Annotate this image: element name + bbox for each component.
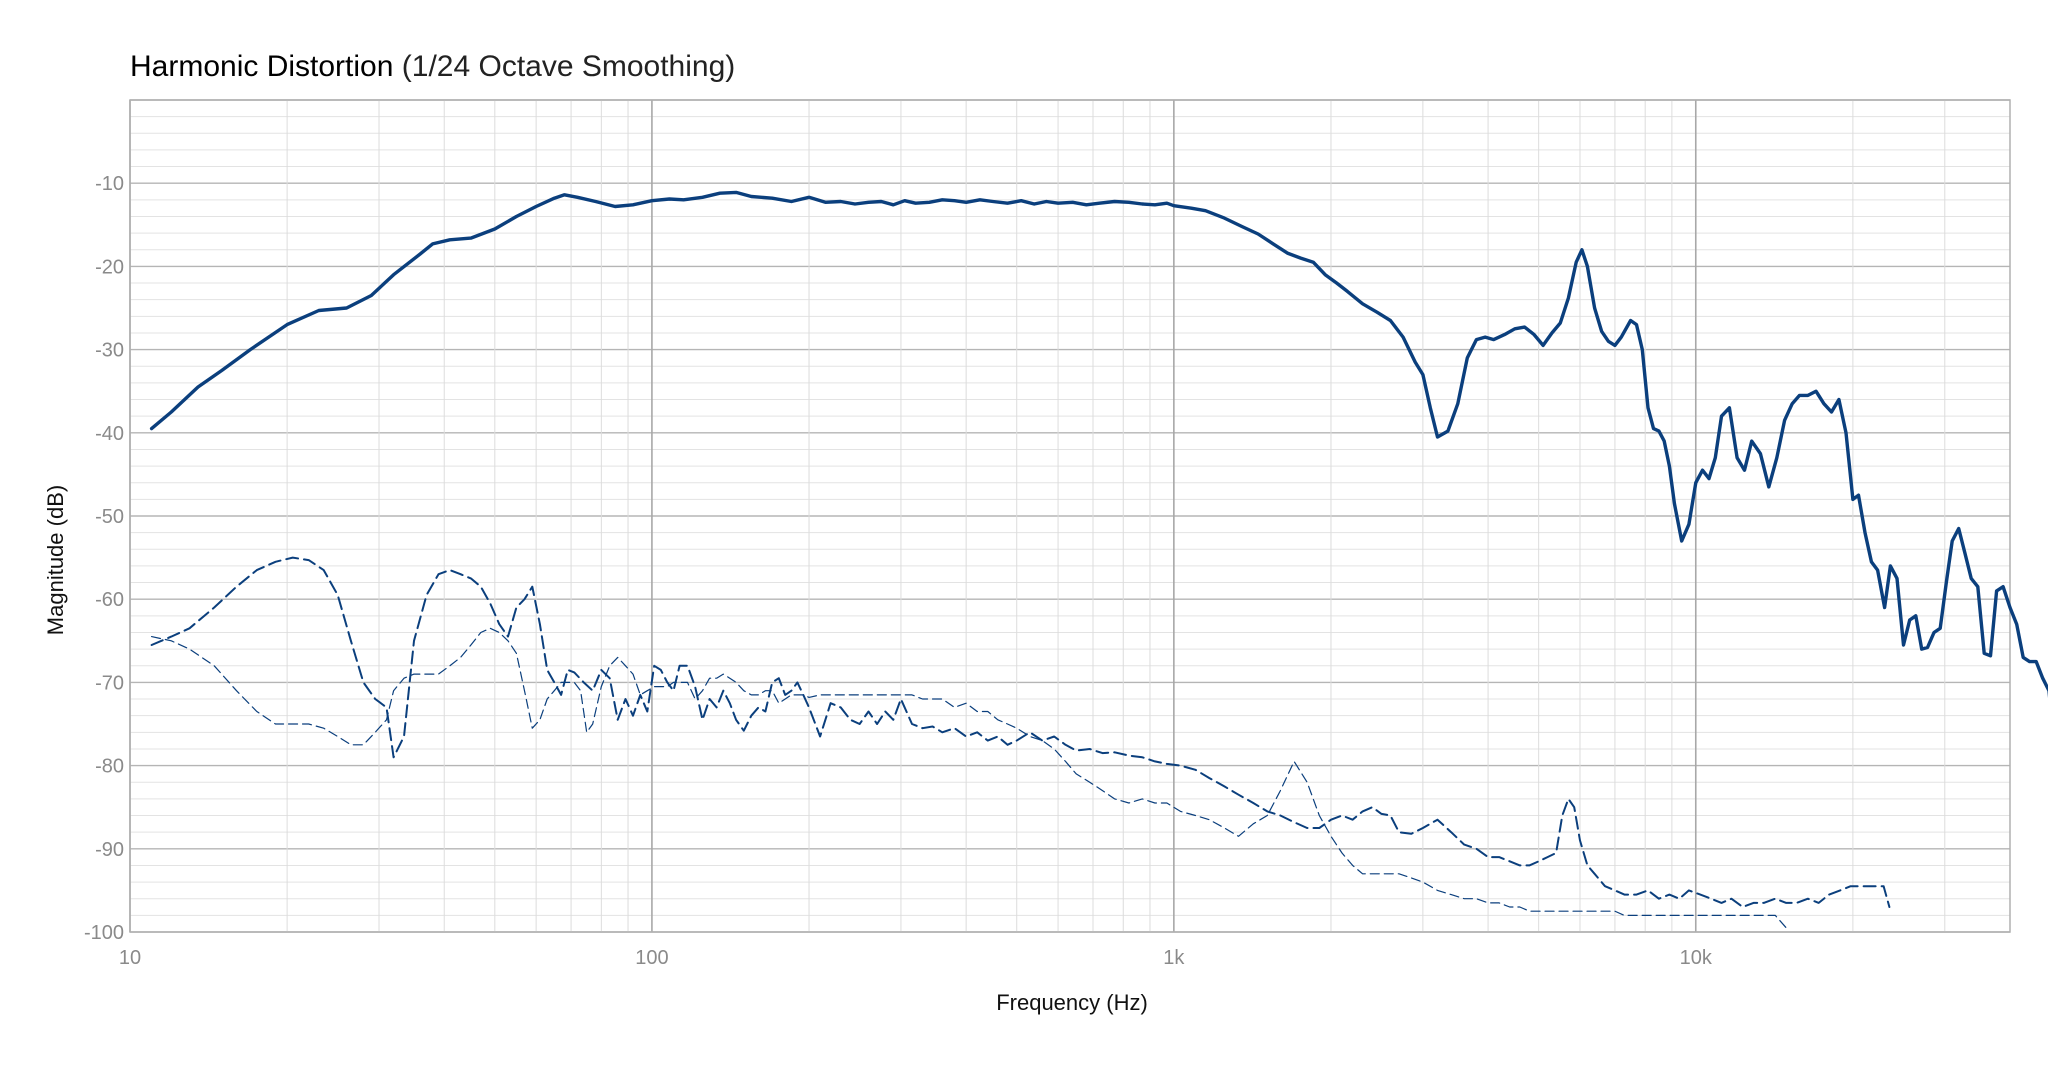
y-tick-label: -90 — [95, 839, 124, 861]
x-tick-label: 100 — [635, 947, 668, 969]
y-tick-label: -50 — [95, 506, 124, 528]
y-tick-label: -10 — [95, 173, 124, 195]
y-tick-label: -100 — [84, 922, 124, 944]
chart-title: Harmonic Distortion (1/24 Octave Smoothi… — [130, 50, 735, 84]
chart-title-main: Harmonic Distortion — [130, 50, 394, 83]
x-tick-label: 1k — [1163, 947, 1185, 969]
x-axis-label: Frequency (Hz) — [996, 990, 1148, 1015]
y-tick-label: -20 — [95, 256, 124, 278]
y-tick-label: -60 — [95, 589, 124, 611]
y-tick-label: -70 — [95, 672, 124, 694]
series-line-1 — [149, 190, 2048, 698]
chart-subtitle: (1/24 Octave Smoothing) — [401, 50, 736, 83]
series-line-2 — [150, 556, 1891, 908]
y-tick-label: -80 — [95, 756, 124, 778]
y-tick-label: -30 — [95, 340, 124, 362]
y-tick-label: -40 — [95, 423, 124, 445]
x-tick-label: 10 — [119, 947, 141, 969]
x-tick-label: 10k — [1680, 947, 1713, 969]
series-line-3 — [151, 627, 1787, 929]
plot-frame — [129, 99, 2011, 933]
